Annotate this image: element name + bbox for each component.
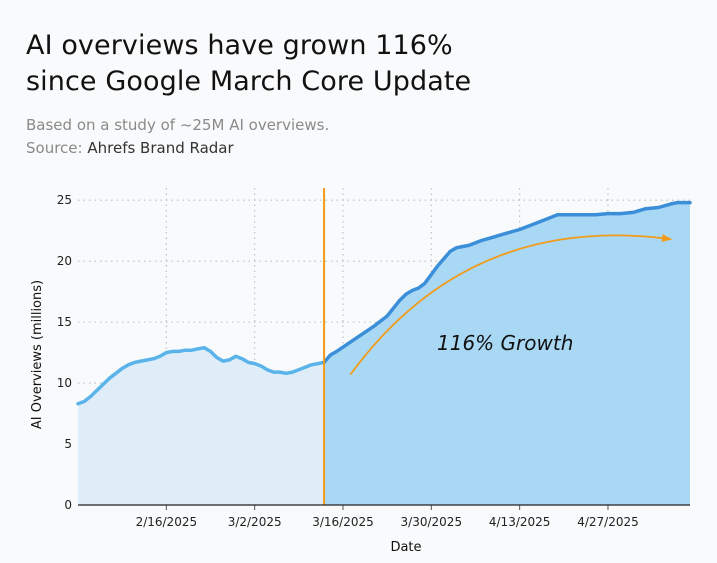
chart-subtitle: Based on a study of ~25M AI overviews. bbox=[26, 116, 330, 134]
source-label: Source: bbox=[26, 139, 83, 157]
x-axis-title: Date bbox=[390, 540, 421, 555]
y-tick-label: 0 bbox=[64, 498, 72, 512]
source-value: Ahrefs Brand Radar bbox=[87, 139, 234, 157]
pre-update-line bbox=[76, 345, 326, 406]
axes: 0 5 10 15 20 25 2/16/2025 3/2/2025 3/16/2025 3/30… bbox=[30, 193, 690, 555]
post-update-line bbox=[322, 200, 692, 365]
x-tick-label: 4/13/2025 bbox=[489, 515, 551, 529]
y-axis-title: AI Overviews (millions) bbox=[30, 280, 45, 429]
x-tick-label: 2/16/2025 bbox=[136, 515, 198, 529]
area-fills bbox=[78, 202, 690, 505]
y-tick-label: 15 bbox=[57, 315, 72, 329]
chart-title: AI overviews have grown 116% since Googl… bbox=[26, 30, 472, 97]
x-tick-label: 3/16/2025 bbox=[312, 515, 374, 529]
y-tick-label: 20 bbox=[57, 254, 72, 268]
y-tick-label: 25 bbox=[57, 193, 72, 207]
post-update-area bbox=[324, 202, 690, 505]
annotation-group: 116% Growth bbox=[349, 234, 673, 376]
y-tick-label: 10 bbox=[57, 376, 72, 390]
x-tick-label: 3/2/2025 bbox=[228, 515, 282, 529]
growth-arrow bbox=[349, 234, 673, 376]
pre-update-area bbox=[78, 347, 325, 505]
chart-source: Source: Ahrefs Brand Radar bbox=[26, 137, 234, 159]
series-lines bbox=[76, 200, 692, 406]
y-tick-label: 5 bbox=[64, 437, 72, 451]
x-tick-label: 4/27/2025 bbox=[577, 515, 639, 529]
growth-annotation: 116% Growth bbox=[437, 331, 573, 355]
x-tick-label: 3/30/2025 bbox=[401, 515, 463, 529]
